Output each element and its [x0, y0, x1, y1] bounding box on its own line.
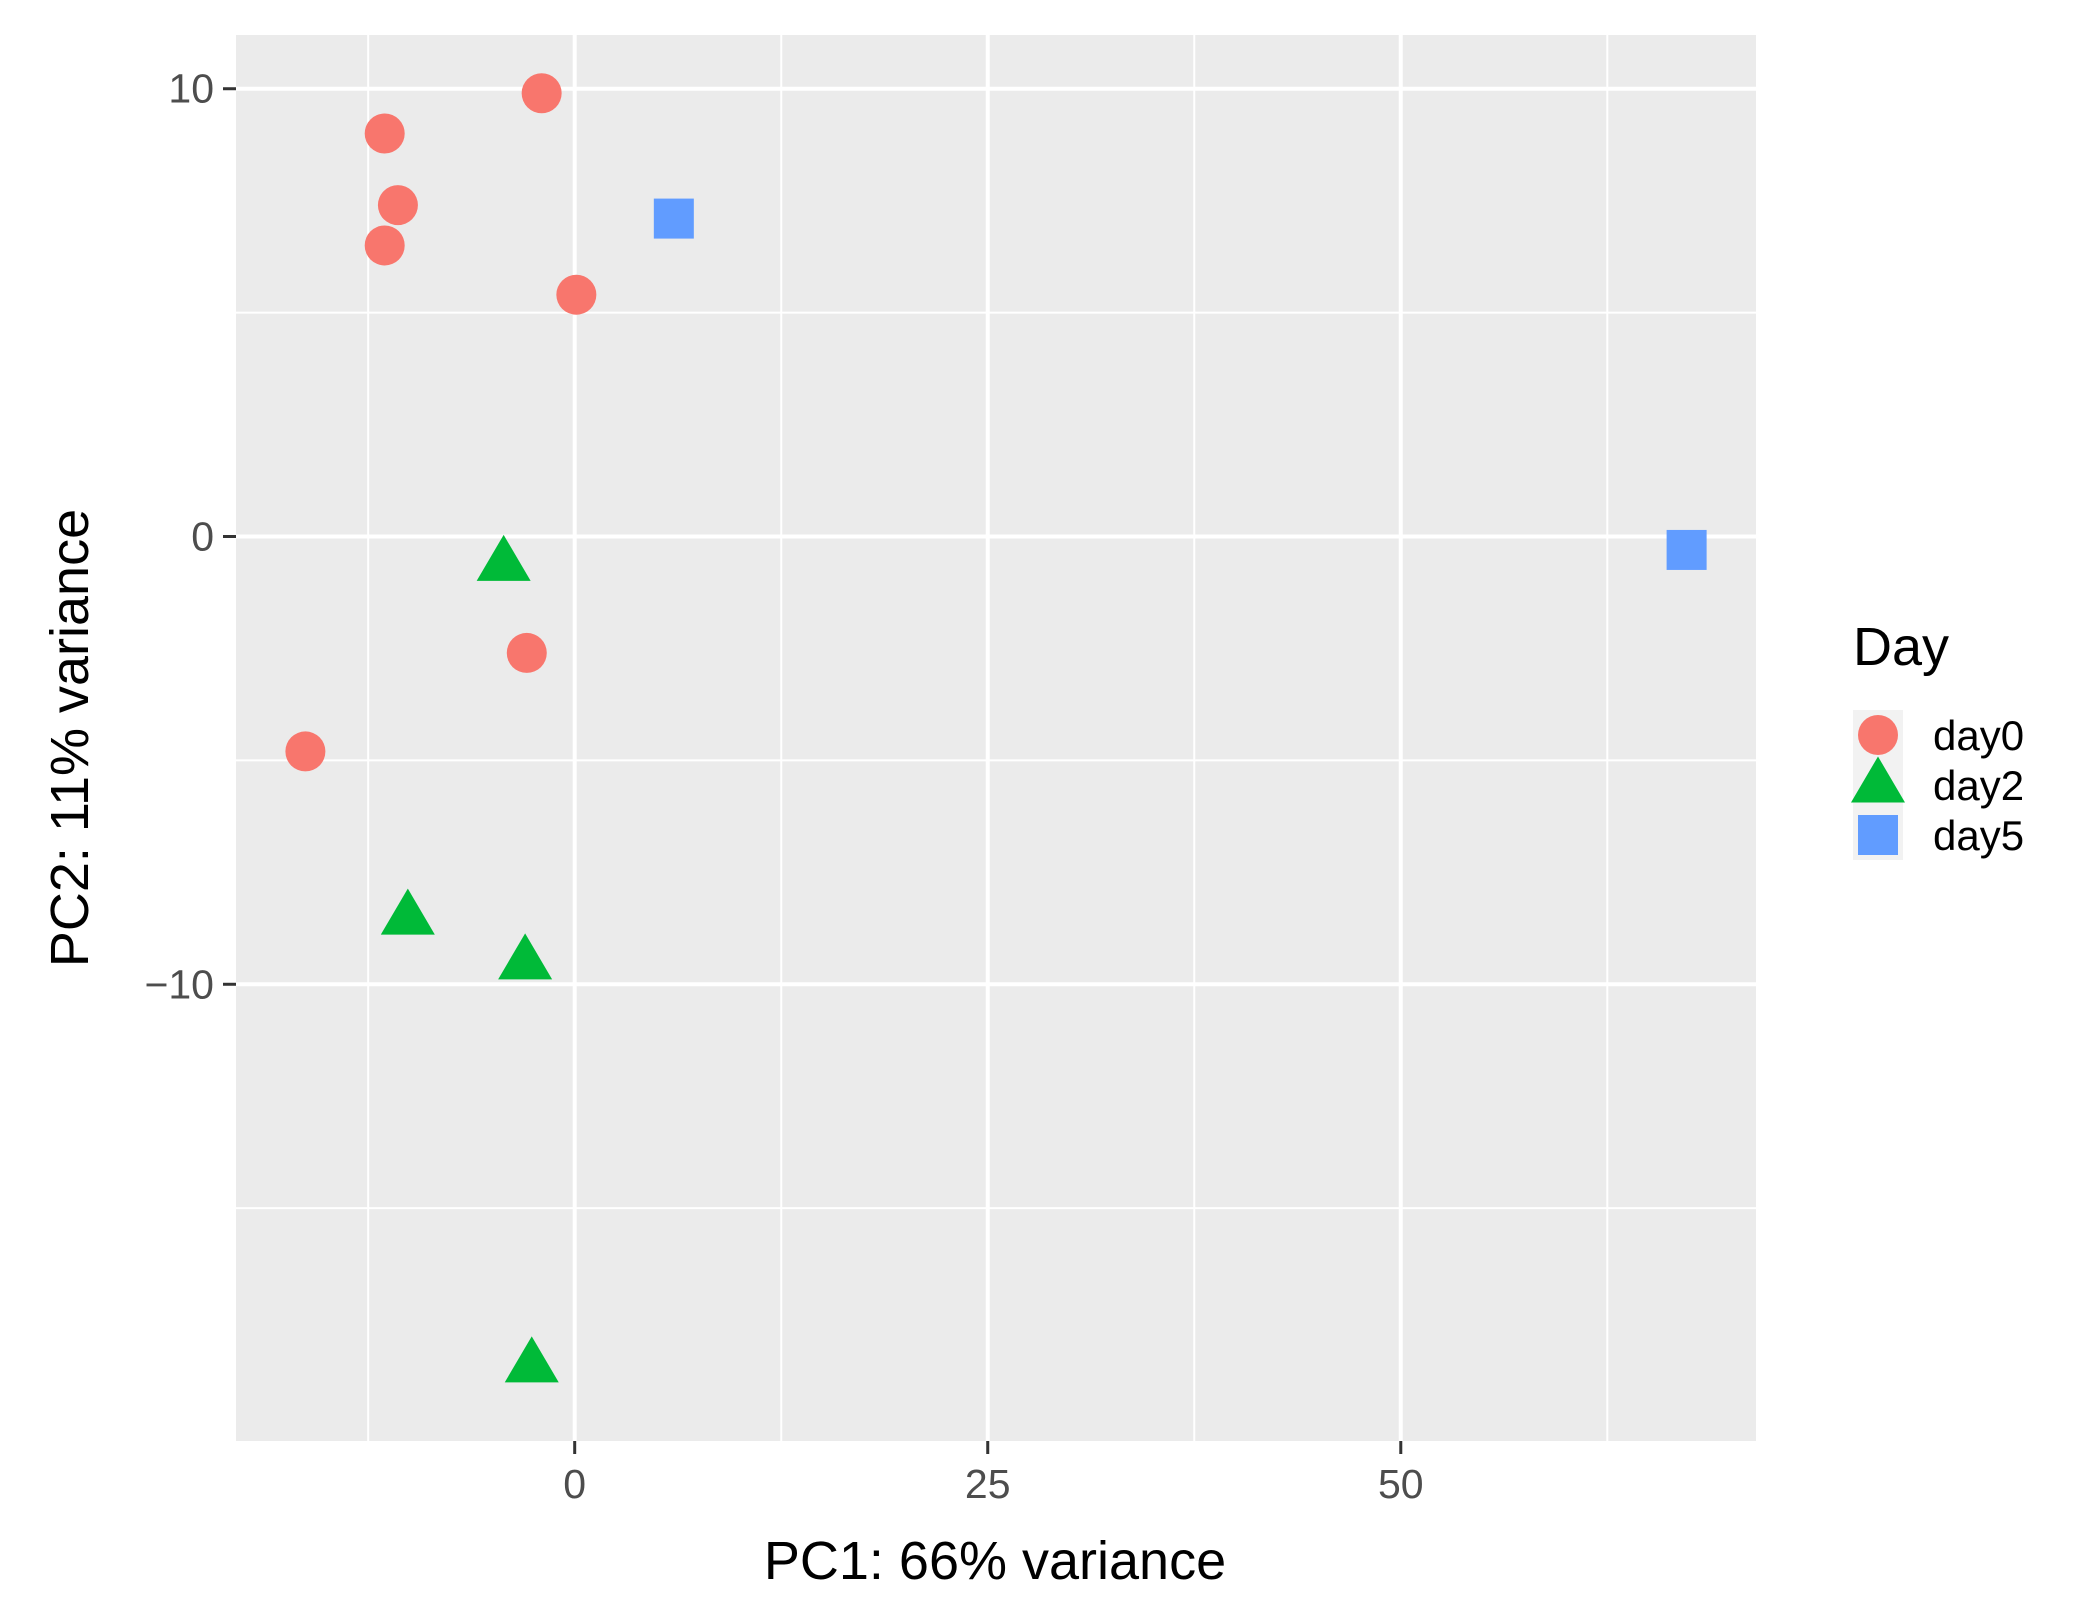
y-tick-label: 0 [191, 514, 214, 560]
day5-point [653, 198, 694, 239]
day0-point [506, 632, 547, 673]
day2-point [380, 888, 435, 935]
x-axis: 0 25 50 [563, 1441, 1424, 1507]
legend-key-day5 [1858, 815, 1898, 855]
x-tick-label: 50 [1378, 1461, 1424, 1507]
legend-key-day2 [1851, 756, 1905, 803]
day2-point [504, 1336, 559, 1383]
legend-label-day2: day2 [1933, 762, 2024, 809]
legend-label-day5: day5 [1933, 812, 2024, 859]
x-axis-title: PC1: 66% variance [764, 1531, 1226, 1591]
day0-point [364, 113, 405, 154]
x-tick-label: 0 [563, 1461, 586, 1507]
data-points [285, 73, 1707, 1383]
x-tick-label: 25 [965, 1461, 1011, 1507]
legend-label-day0: day0 [1933, 712, 2024, 759]
day0-point [364, 225, 405, 266]
legend-key-day0 [1858, 715, 1898, 755]
day0-point [377, 185, 418, 226]
day0-point [285, 731, 326, 772]
legend-title: Day [1853, 617, 1949, 677]
panel-background [236, 35, 1756, 1441]
day5-point [1666, 529, 1707, 570]
y-axis-title: PC2: 11% variance [40, 509, 100, 967]
plot-panel [236, 35, 1756, 1441]
y-tick-label: 10 [168, 66, 214, 112]
day2-point [498, 933, 553, 980]
y-axis: 10 0 −10 [144, 66, 236, 1007]
day2-point [476, 534, 531, 581]
y-tick-label: −10 [144, 961, 214, 1007]
day0-point [521, 73, 562, 114]
day0-point [556, 274, 597, 315]
